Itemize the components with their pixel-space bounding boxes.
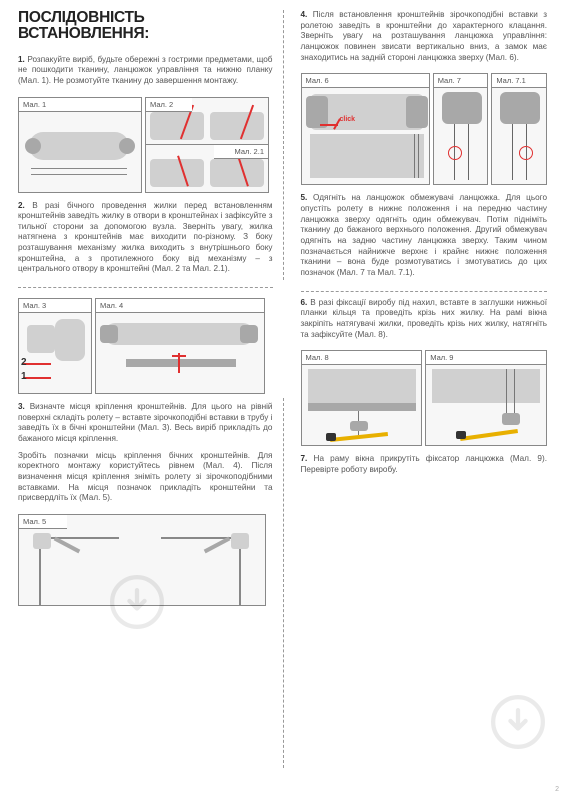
divider-vertical-top <box>283 10 284 280</box>
figure-3-label: Мал. 3 <box>19 299 91 313</box>
step-2-num: 2. <box>18 201 25 210</box>
figure-6: Мал. 6 click <box>301 73 430 185</box>
figure-7-1-label: Мал. 7.1 <box>492 74 546 88</box>
figure-6-click: click <box>340 116 356 123</box>
fig-row-2: Мал. 3 2 1 Мал. 4 <box>18 298 273 394</box>
figure-2-label: Мал. 2 <box>146 98 192 112</box>
step-7-num: 7. <box>301 454 308 463</box>
watermark-right-icon <box>491 695 545 749</box>
divider-vertical-bottom <box>283 398 284 768</box>
figure-2: Мал. 2 <box>145 97 269 145</box>
figure-7-1: Мал. 7.1 <box>491 73 547 185</box>
fig-row-5: Мал. 8 Мал. 9 <box>301 350 548 446</box>
step-1-text: 1. Розпакуйте виріб, будьте обережні з г… <box>18 55 273 87</box>
page-title: ПОСЛІДОВНІСТЬ ВСТАНОВЛЕННЯ: <box>18 10 273 43</box>
page: ПОСЛІДОВНІСТЬ ВСТАНОВЛЕННЯ: 1. Розпакуйт… <box>0 0 565 799</box>
figure-8-label: Мал. 8 <box>302 351 422 365</box>
fig-row-4: Мал. 6 click Мал. 7 <box>301 73 548 185</box>
step-2-text: 2. В разі бічного проведення жилки перед… <box>18 201 273 276</box>
figure-3-content: 2 1 <box>19 313 91 393</box>
divider-h-right <box>301 291 548 292</box>
step-6-text: 6. В разі фіксації виробу під нахил, вст… <box>301 298 548 341</box>
figure-1: Мал. 1 <box>18 97 142 193</box>
figure-6-content: click <box>302 88 429 184</box>
step-6-body: В разі фіксації виробу під нахил, вставт… <box>301 298 548 339</box>
figure-1-label: Мал. 1 <box>19 98 141 112</box>
figure-9-content <box>426 365 546 445</box>
step-4-body: Після встановлення кронштейнів зірочкопо… <box>301 10 548 62</box>
figure-6-label: Мал. 6 <box>302 74 429 88</box>
page-number: 2 <box>555 786 559 793</box>
figure-1-content <box>19 112 141 192</box>
figure-9: Мал. 9 <box>425 350 547 446</box>
step-4-text: 4. Після встановлення кронштейнів зірочк… <box>301 10 548 63</box>
step-3-body-a: Визначте місця кріплення кронштейнів. Дл… <box>18 402 273 443</box>
step-3-text-a: 3. Визначте місця кріплення кронштейнів.… <box>18 402 273 445</box>
fig-row-1: Мал. 1 Мал. 2 <box>18 97 273 193</box>
step-6-num: 6. <box>301 298 308 307</box>
step-5-body: Одягніть на ланцюжок обмежувачі ланцюжка… <box>301 193 548 277</box>
figure-4-label: Мал. 4 <box>96 299 264 313</box>
left-column: ПОСЛІДОВНІСТЬ ВСТАНОВЛЕННЯ: 1. Розпакуйт… <box>0 0 283 799</box>
right-column: 4. Після встановлення кронштейнів зірочк… <box>283 0 565 799</box>
figure-5-label: Мал. 5 <box>19 515 67 529</box>
figure-7-1-content <box>492 88 546 184</box>
figure-9-label: Мал. 9 <box>426 351 546 365</box>
figure-8-content <box>302 365 422 445</box>
figure-8: Мал. 8 <box>301 350 423 446</box>
figure-7-content <box>434 88 488 184</box>
figure-7-label: Мал. 7 <box>434 74 488 88</box>
step-2-body: В разі бічного проведення жилки перед вс… <box>18 201 273 274</box>
fig-col-2: Мал. 2 Мал. 2.1 <box>145 97 269 193</box>
step-5-num: 5. <box>301 193 308 202</box>
figure-2-1: Мал. 2.1 <box>145 145 269 193</box>
figure-7: Мал. 7 <box>433 73 489 185</box>
step-1-num: 1. <box>18 55 25 64</box>
watermark-left-icon <box>110 575 164 629</box>
figure-4-content <box>96 313 264 393</box>
divider-h-left <box>18 287 273 288</box>
figure-4: Мал. 4 <box>95 298 265 394</box>
step-4-num: 4. <box>301 10 308 19</box>
step-3-num: 3. <box>18 402 25 411</box>
step-7-text: 7. На раму вікна прикрутіть фіксатор лан… <box>301 454 548 475</box>
step-5-text: 5. Одягніть на ланцюжок обмежувачі ланцю… <box>301 193 548 278</box>
step-7-body: На раму вікна прикрутіть фіксатор ланцюж… <box>301 454 547 474</box>
step-3-text-b: Зробіть позначки місць кріплення бічних … <box>18 451 273 504</box>
figure-2-1-label: Мал. 2.1 <box>214 145 268 159</box>
step-3-body-b: Зробіть позначки місць кріплення бічних … <box>18 451 273 503</box>
figure-3: Мал. 3 2 1 <box>18 298 92 394</box>
step-1-body: Розпакуйте виріб, будьте обережні з гост… <box>18 55 273 85</box>
